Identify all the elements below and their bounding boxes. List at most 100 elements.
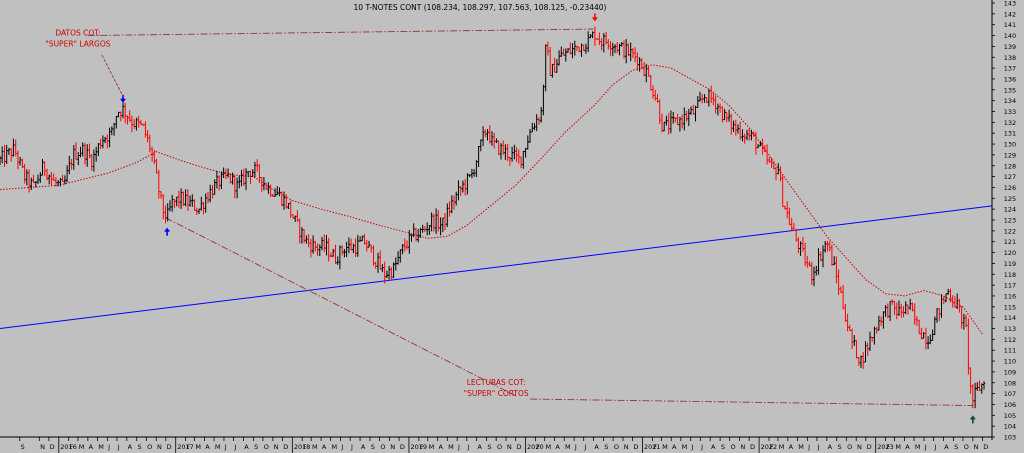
- price-bar: [651, 85, 655, 99]
- price-bar: [155, 158, 158, 174]
- price-bar: [716, 103, 720, 116]
- y-tick-label: 109: [1004, 368, 1016, 376]
- x-year-label: 2016: [60, 443, 77, 451]
- x-year-label: 2023: [877, 443, 894, 451]
- y-tick-label: 116: [1004, 292, 1016, 300]
- y-tick-label: 124: [1004, 206, 1016, 214]
- price-bar: [204, 193, 207, 213]
- x-month-label: M: [215, 443, 221, 451]
- price-bar: [589, 34, 592, 39]
- price-bar: [448, 201, 451, 217]
- x-month-label: A: [555, 443, 560, 451]
- price-bar: [32, 174, 35, 183]
- price-bar: [891, 299, 894, 305]
- price-bar: [273, 188, 277, 197]
- price-bar: [620, 42, 623, 47]
- price-bar: [830, 244, 834, 266]
- annotation-1-line-0: LECTURAS COT:: [467, 378, 526, 387]
- x-month-label: M: [98, 443, 104, 451]
- price-bar: [320, 236, 324, 251]
- price-bar: [356, 234, 359, 257]
- y-tick-label: 136: [1004, 75, 1016, 83]
- y-tick-label: 125: [1004, 195, 1016, 203]
- price-bar: [240, 169, 243, 187]
- price-bar: [759, 141, 762, 147]
- price-bar: [665, 115, 668, 126]
- y-tick-label: 122: [1004, 227, 1016, 235]
- arrow-head: [164, 227, 171, 232]
- price-bar: [940, 294, 943, 318]
- price-bar: [233, 175, 236, 199]
- x-month-label: S: [371, 443, 375, 451]
- price-bar: [553, 57, 556, 73]
- x-month-label: S: [721, 443, 725, 451]
- price-bar: [967, 318, 970, 375]
- x-month-label: N: [624, 443, 629, 451]
- price-bar: [191, 194, 194, 207]
- price-bar: [855, 340, 858, 359]
- y-tick-label: 133: [1004, 108, 1016, 116]
- price-bar: [924, 327, 928, 350]
- x-month-label: M: [895, 443, 901, 451]
- price-bar: [750, 129, 753, 141]
- x-month-label: F: [303, 443, 307, 451]
- price-bar: [99, 138, 102, 149]
- price-bar: [754, 131, 758, 155]
- price-bar: [396, 251, 400, 265]
- price-bar: [316, 243, 319, 256]
- price-bar: [689, 106, 693, 115]
- price-bar: [812, 266, 816, 287]
- x-month-label: F: [770, 443, 774, 451]
- price-bar: [271, 193, 274, 197]
- price-bar: [683, 107, 686, 131]
- x-month-label: A: [322, 443, 327, 451]
- y-tick-label: 114: [1004, 314, 1016, 322]
- price-bar: [92, 149, 96, 172]
- price-bar: [645, 63, 648, 83]
- price-bar: [674, 117, 677, 123]
- x-month-label: O: [614, 443, 619, 451]
- x-year-label: 2018: [294, 443, 311, 451]
- price-bar: [877, 315, 881, 331]
- price-bar: [197, 208, 201, 214]
- price-bar: [381, 264, 384, 273]
- annotation-0-line-0: DATOS COT:: [55, 29, 100, 38]
- arrow-head: [591, 17, 598, 22]
- price-bar: [486, 129, 489, 141]
- price-bar: [799, 241, 802, 256]
- price-bar: [25, 169, 28, 186]
- x-month-label: M: [195, 443, 201, 451]
- price-bar: [296, 210, 299, 222]
- price-bar: [349, 238, 353, 251]
- x-year-label: 2019: [410, 443, 427, 451]
- price-bar: [23, 164, 26, 184]
- x-year-label: 2020: [527, 443, 544, 451]
- price-bar: [522, 150, 525, 169]
- price-bar: [106, 134, 109, 149]
- price-bar: [278, 187, 281, 197]
- y-tick-label: 107: [1004, 390, 1016, 398]
- x-month-label: O: [497, 443, 502, 451]
- x-month-label: S: [838, 443, 842, 451]
- price-bar: [392, 262, 395, 279]
- x-month-label: A: [905, 443, 910, 451]
- x-month-label: M: [448, 443, 454, 451]
- arrow-blue-up: [164, 227, 171, 236]
- price-bar: [477, 146, 480, 167]
- price-bar: [332, 248, 335, 257]
- price-bar: [797, 237, 800, 254]
- price-bar: [68, 155, 71, 175]
- price-bar: [209, 184, 212, 203]
- price-bar: [289, 200, 292, 218]
- price-bar: [12, 138, 15, 157]
- x-month-label: J: [574, 443, 577, 451]
- price-bar: [904, 301, 907, 315]
- price-bar: [387, 265, 391, 280]
- x-month-label: A: [672, 443, 677, 451]
- price-bar: [593, 26, 597, 46]
- annotation-1-line-1: "SUPER" CORTOS: [464, 389, 529, 398]
- y-tick-label: 130: [1004, 141, 1016, 149]
- price-bar: [627, 43, 630, 56]
